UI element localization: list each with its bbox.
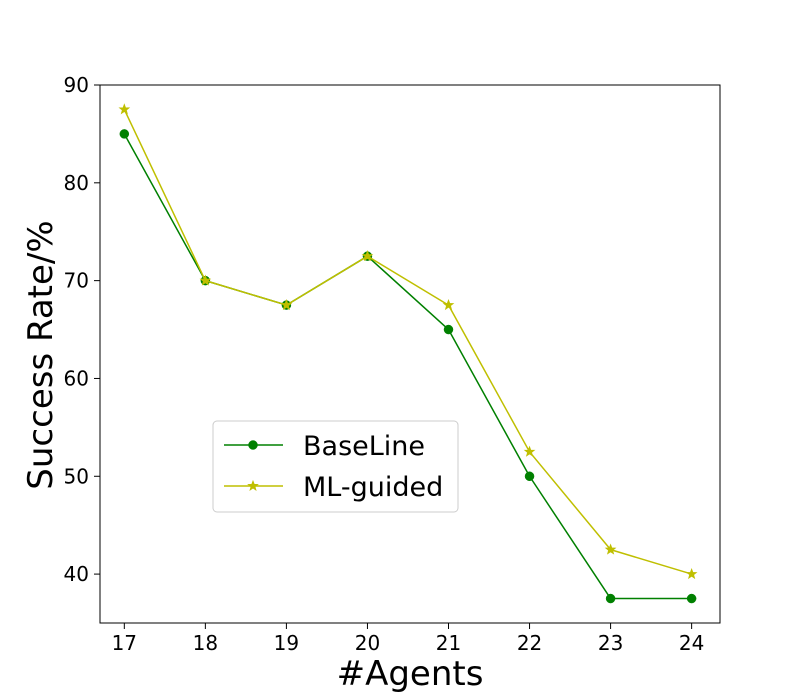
plot-area xyxy=(100,85,720,623)
x-tick-label: 21 xyxy=(436,631,461,655)
data-point-0-0 xyxy=(119,129,130,139)
y-tick-label: 90 xyxy=(64,73,89,97)
legend-label: ML-guided xyxy=(303,472,443,503)
data-point-1-3 xyxy=(361,250,374,262)
data-point-1-7 xyxy=(685,567,698,580)
data-point-0-7 xyxy=(686,593,697,604)
x-tick-label: 18 xyxy=(193,631,218,655)
data-point-1-6 xyxy=(604,543,617,555)
data-point-1-0 xyxy=(118,103,131,115)
legend: BaseLine ML-guided xyxy=(212,420,459,513)
x-tick-label: 17 xyxy=(112,631,137,655)
y-tick-label: 80 xyxy=(64,171,89,195)
plot-frame xyxy=(99,84,721,624)
x-tick-label: 24 xyxy=(679,631,704,655)
series-layer xyxy=(118,103,698,604)
data-point-0-5 xyxy=(524,471,535,482)
data-point-1-1 xyxy=(199,274,212,286)
x-tick-label: 23 xyxy=(598,631,623,655)
series-line-1 xyxy=(123,109,692,575)
axes: 17 18 19 20 21 22 23 24 40 50 60 70 80 90 xyxy=(64,73,721,655)
series-1 xyxy=(118,103,698,580)
x-tick-label: 20 xyxy=(355,631,380,655)
plot-background xyxy=(100,85,720,623)
x-tick-label: 22 xyxy=(517,631,542,655)
y-tick-label: 40 xyxy=(64,562,89,586)
data-point-0-4 xyxy=(443,324,454,335)
y-tick-label: 60 xyxy=(64,366,89,390)
x-axis-label: #Agents xyxy=(337,654,484,694)
y-tick-label: 50 xyxy=(64,464,89,488)
data-point-1-2 xyxy=(280,298,293,311)
legend-marker-0 xyxy=(248,440,258,450)
y-tick-label: 70 xyxy=(64,269,89,293)
legend-item-0: BaseLine xyxy=(224,431,425,462)
legend-item-1: ML-guided xyxy=(224,472,443,503)
y-axis-label: Success Rate/% xyxy=(21,220,61,489)
data-point-1-5 xyxy=(523,445,536,457)
data-point-0-6 xyxy=(605,593,616,604)
data-point-1-4 xyxy=(442,298,455,311)
legend-box xyxy=(212,420,459,513)
legend-marker-1 xyxy=(247,479,259,491)
legend-label: BaseLine xyxy=(303,431,425,462)
x-tick-label: 19 xyxy=(274,631,299,655)
